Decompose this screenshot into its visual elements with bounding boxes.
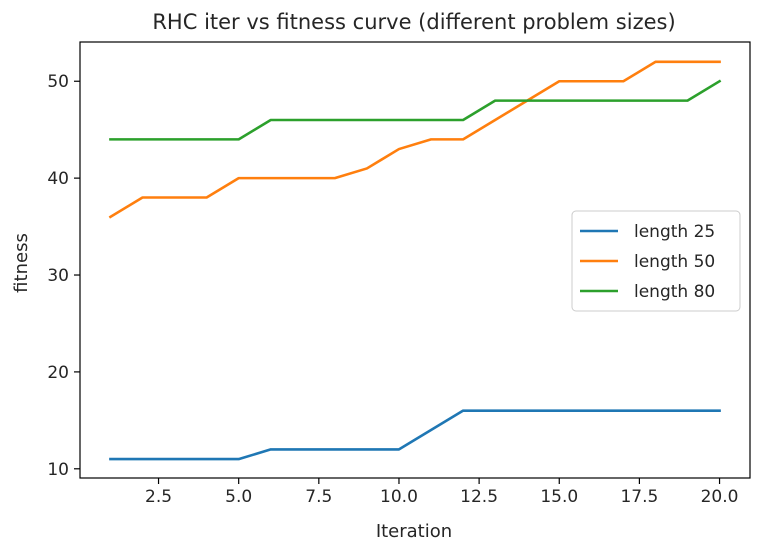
legend-box	[571, 210, 741, 312]
x-tick-label: 17.5	[620, 487, 658, 507]
legend-label-1: length 50	[634, 252, 715, 272]
x-axis-label: Iteration	[376, 521, 452, 542]
x-tick-label: 5.0	[225, 487, 252, 507]
y-axis-label: fitness	[11, 233, 32, 293]
y-tick-label: 10	[47, 460, 69, 480]
y-tick-label: 20	[47, 363, 69, 383]
series-line-2	[109, 79, 722, 141]
series-line-0	[109, 409, 721, 461]
x-tick-label: 10.0	[380, 487, 418, 507]
plot-frame	[79, 41, 751, 479]
series-line-1	[108, 60, 721, 219]
x-tick-label: 20.0	[701, 487, 739, 507]
x-tick-label: 2.5	[145, 487, 172, 507]
legend-label-0: length 25	[634, 222, 715, 242]
y-tick-label: 40	[47, 169, 69, 189]
y-axis-ticks: 10 20 30 40 50	[47, 72, 80, 480]
legend: length 25 length 50 length 80	[571, 210, 741, 312]
legend-label-2: length 80	[634, 282, 715, 302]
y-tick-label: 50	[47, 72, 69, 92]
x-axis-ticks: 2.5 5.0 7.5 10.0 12.5 15.0 17.5 20.0	[145, 478, 738, 507]
chart-title: RHC iter vs fitness curve (different pro…	[152, 10, 675, 34]
x-tick-label: 7.5	[305, 487, 332, 507]
series-layer	[108, 60, 722, 461]
x-tick-label: 15.0	[540, 487, 578, 507]
y-tick-label: 30	[47, 266, 69, 286]
x-tick-label: 12.5	[460, 487, 498, 507]
